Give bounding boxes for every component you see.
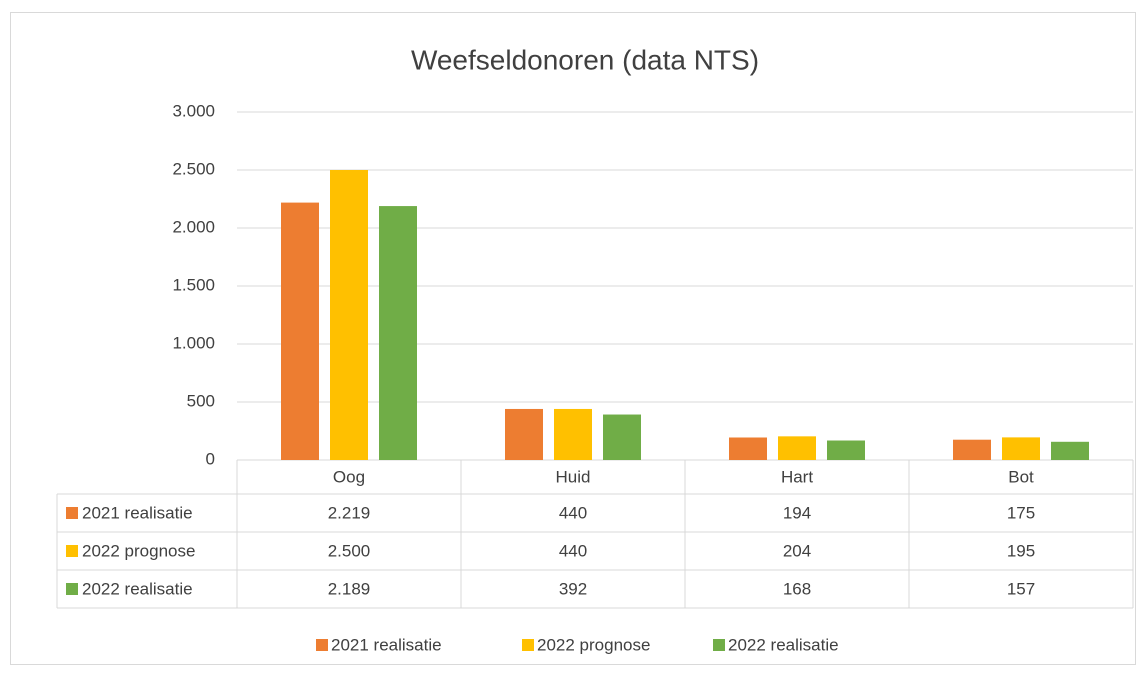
table-cell: 2.500 — [328, 541, 371, 560]
chart-title: Weefseldonoren (data NTS) — [411, 44, 759, 75]
table-cell: 2.189 — [328, 579, 371, 598]
table-legend-key — [66, 545, 78, 557]
table-cell: 175 — [1007, 503, 1035, 522]
table-cell: 194 — [783, 503, 811, 522]
table-cell: 157 — [1007, 579, 1035, 598]
y-tick-label: 3.000 — [172, 101, 215, 120]
table-cell: 440 — [559, 503, 587, 522]
table-legend-key — [66, 583, 78, 595]
bar — [330, 170, 368, 460]
x-tick-label: Oog — [333, 467, 365, 486]
bar — [778, 436, 816, 460]
y-tick-label: 2.000 — [172, 217, 215, 236]
table-cell: 204 — [783, 541, 811, 560]
bar — [1002, 437, 1040, 460]
chart-border — [10, 12, 1136, 665]
y-tick-label: 2.500 — [172, 159, 215, 178]
legend-key — [316, 639, 328, 651]
x-tick-label: Huid — [556, 467, 591, 486]
table-row-label: 2022 prognose — [82, 541, 195, 560]
table-cell: 392 — [559, 579, 587, 598]
y-tick-label: 500 — [187, 391, 215, 410]
table-cell: 195 — [1007, 541, 1035, 560]
x-tick-label: Bot — [1008, 467, 1034, 486]
bar — [729, 437, 767, 460]
table-cell: 2.219 — [328, 503, 371, 522]
table-cell: 440 — [559, 541, 587, 560]
table-row-label: 2022 realisatie — [82, 579, 193, 598]
x-tick-label: Hart — [781, 467, 813, 486]
legend-label: 2021 realisatie — [331, 635, 442, 654]
legend-label: 2022 realisatie — [728, 635, 839, 654]
y-tick-label: 1.500 — [172, 275, 215, 294]
bar — [554, 408, 592, 460]
bar — [505, 408, 543, 460]
bar — [1051, 441, 1089, 460]
bar — [953, 439, 991, 460]
y-tick-label: 1.000 — [172, 333, 215, 352]
table-cell: 168 — [783, 579, 811, 598]
bar — [603, 414, 641, 460]
legend-key — [522, 639, 534, 651]
table-legend-key — [66, 507, 78, 519]
legend-key — [713, 639, 725, 651]
y-tick-label: 0 — [206, 449, 215, 468]
bar — [379, 206, 417, 460]
bar — [827, 440, 865, 460]
legend-label: 2022 prognose — [537, 635, 650, 654]
bar — [281, 202, 319, 460]
table-row-label: 2021 realisatie — [82, 503, 193, 522]
